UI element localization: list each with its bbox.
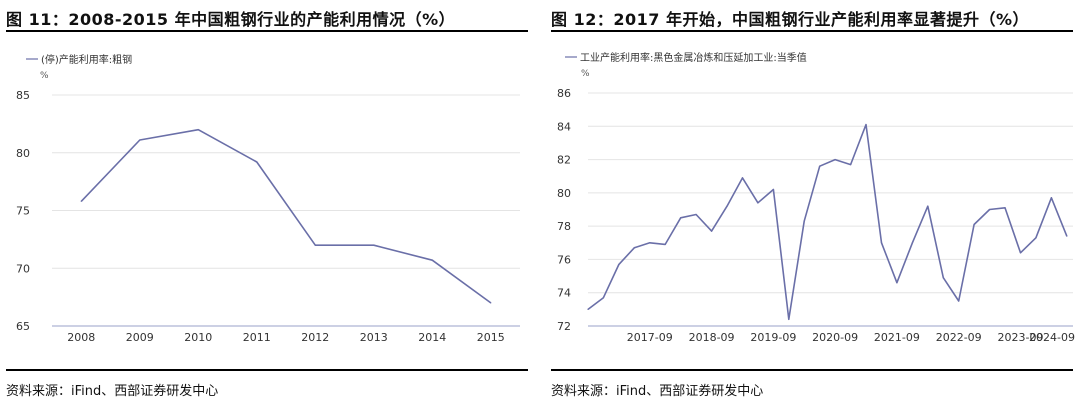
data-point bbox=[695, 213, 697, 216]
title-rule bbox=[551, 30, 1073, 32]
data-point bbox=[139, 139, 141, 141]
figure-title: 图 12：2017 年开始，中国粗钢行业产能利用率显著提升（%） bbox=[551, 10, 1029, 29]
footer-rule bbox=[551, 369, 1073, 371]
x-tick-label: 2023-09 bbox=[997, 331, 1043, 344]
data-point bbox=[602, 297, 605, 299]
data-point bbox=[1035, 237, 1037, 239]
y-tick-label: 70 bbox=[16, 262, 30, 275]
data-point bbox=[618, 263, 620, 266]
x-tick-label: 2020-09 bbox=[812, 331, 858, 344]
chart-panel-left: 图 11：2008-2015 年中国粗钢行业的产能利用情况（%） (停)产能利用… bbox=[6, 0, 534, 403]
data-point bbox=[1019, 252, 1022, 254]
y-tick-label: 86 bbox=[557, 87, 571, 100]
data-point bbox=[819, 165, 821, 167]
figure-title: 图 11：2008-2015 年中国粗钢行业的产能利用情况（%） bbox=[6, 10, 456, 29]
data-point bbox=[633, 247, 635, 249]
data-point bbox=[757, 202, 759, 204]
y-tick-label: 80 bbox=[16, 147, 30, 160]
y-tick-label: 85 bbox=[16, 89, 30, 102]
data-point bbox=[664, 243, 666, 246]
y-tick-label: 82 bbox=[557, 154, 571, 167]
y-unit-label: % bbox=[581, 69, 590, 79]
data-point bbox=[896, 282, 898, 284]
x-tick-label: 2024-09 bbox=[1029, 331, 1075, 344]
data-point bbox=[880, 242, 883, 244]
x-tick-label: 2010 bbox=[184, 331, 212, 344]
data-point bbox=[256, 161, 258, 163]
data-point bbox=[741, 177, 744, 179]
y-tick-label: 74 bbox=[557, 287, 571, 300]
data-point bbox=[314, 244, 316, 246]
data-point bbox=[849, 163, 852, 166]
data-point bbox=[1050, 197, 1052, 199]
data-point bbox=[373, 244, 375, 246]
data-point bbox=[431, 259, 433, 261]
x-tick-label: 2017-09 bbox=[627, 331, 673, 344]
data-point bbox=[197, 129, 199, 131]
title-rule bbox=[6, 30, 528, 32]
data-point bbox=[710, 230, 713, 232]
y-tick-label: 76 bbox=[557, 253, 571, 266]
data-point bbox=[772, 188, 774, 191]
y-tick-label: 80 bbox=[557, 187, 571, 200]
data-point bbox=[649, 242, 651, 244]
x-tick-label: 2012 bbox=[301, 331, 329, 344]
data-point bbox=[587, 308, 589, 310]
line-chart-ferrous-utilization: 工业产能利用率:黑色金属冶炼和压延加工业:当季值 % 72 74 76 78 80 82 8… bbox=[557, 51, 1075, 344]
y-tick-label: 84 bbox=[557, 120, 571, 133]
source-note: 资料来源：iFind、西部证券研发中心 bbox=[6, 384, 219, 399]
y-tick-label: 78 bbox=[557, 220, 571, 233]
x-tick-label: 2011 bbox=[243, 331, 271, 344]
y-tick-label: 72 bbox=[557, 320, 571, 333]
legend-label: 工业产能利用率:黑色金属冶炼和压延加工业:当季值 bbox=[580, 51, 807, 64]
x-tick-label: 2018-09 bbox=[689, 331, 735, 344]
x-tick-label: 2009 bbox=[126, 331, 154, 344]
data-point bbox=[80, 200, 82, 202]
x-tick-label: 2021-09 bbox=[874, 331, 920, 344]
data-point bbox=[865, 124, 867, 126]
y-tick-label: 75 bbox=[16, 205, 30, 218]
chart-panel-right: 图 12：2017 年开始，中国粗钢行业产能利用率显著提升（%） 工业产能利用率… bbox=[551, 0, 1079, 403]
data-point bbox=[958, 300, 960, 302]
data-point bbox=[490, 302, 492, 304]
source-note: 资料来源：iFind、西部证券研发中心 bbox=[551, 384, 764, 399]
data-point bbox=[1004, 207, 1006, 209]
footer-rule bbox=[6, 369, 528, 371]
data-point bbox=[680, 217, 682, 219]
data-point bbox=[927, 205, 929, 207]
x-tick-label: 2019-09 bbox=[750, 331, 796, 344]
data-point bbox=[942, 277, 944, 279]
line-chart-crude-steel: (停)产能利用率:粗钢 % 65 70 75 80 85 2008 2009 2010 2011… bbox=[16, 53, 520, 344]
data-point bbox=[803, 220, 805, 222]
series-line bbox=[587, 123, 1068, 321]
x-tick-label: 2022-09 bbox=[936, 331, 982, 344]
data-point bbox=[1066, 235, 1068, 237]
data-point bbox=[834, 158, 836, 161]
x-tick-label: 2014 bbox=[418, 331, 446, 344]
legend-label: (停)产能利用率:粗钢 bbox=[41, 53, 132, 66]
data-point bbox=[988, 208, 991, 211]
x-tick-label: 2008 bbox=[67, 331, 95, 344]
x-tick-label: 2013 bbox=[360, 331, 388, 344]
data-point bbox=[726, 205, 728, 207]
y-tick-label: 65 bbox=[16, 320, 30, 333]
series-line bbox=[80, 128, 492, 304]
data-point bbox=[911, 242, 913, 244]
y-unit-label: % bbox=[40, 71, 49, 81]
x-tick-label: 2015 bbox=[477, 331, 505, 344]
data-point bbox=[788, 318, 790, 320]
data-point bbox=[973, 223, 975, 226]
